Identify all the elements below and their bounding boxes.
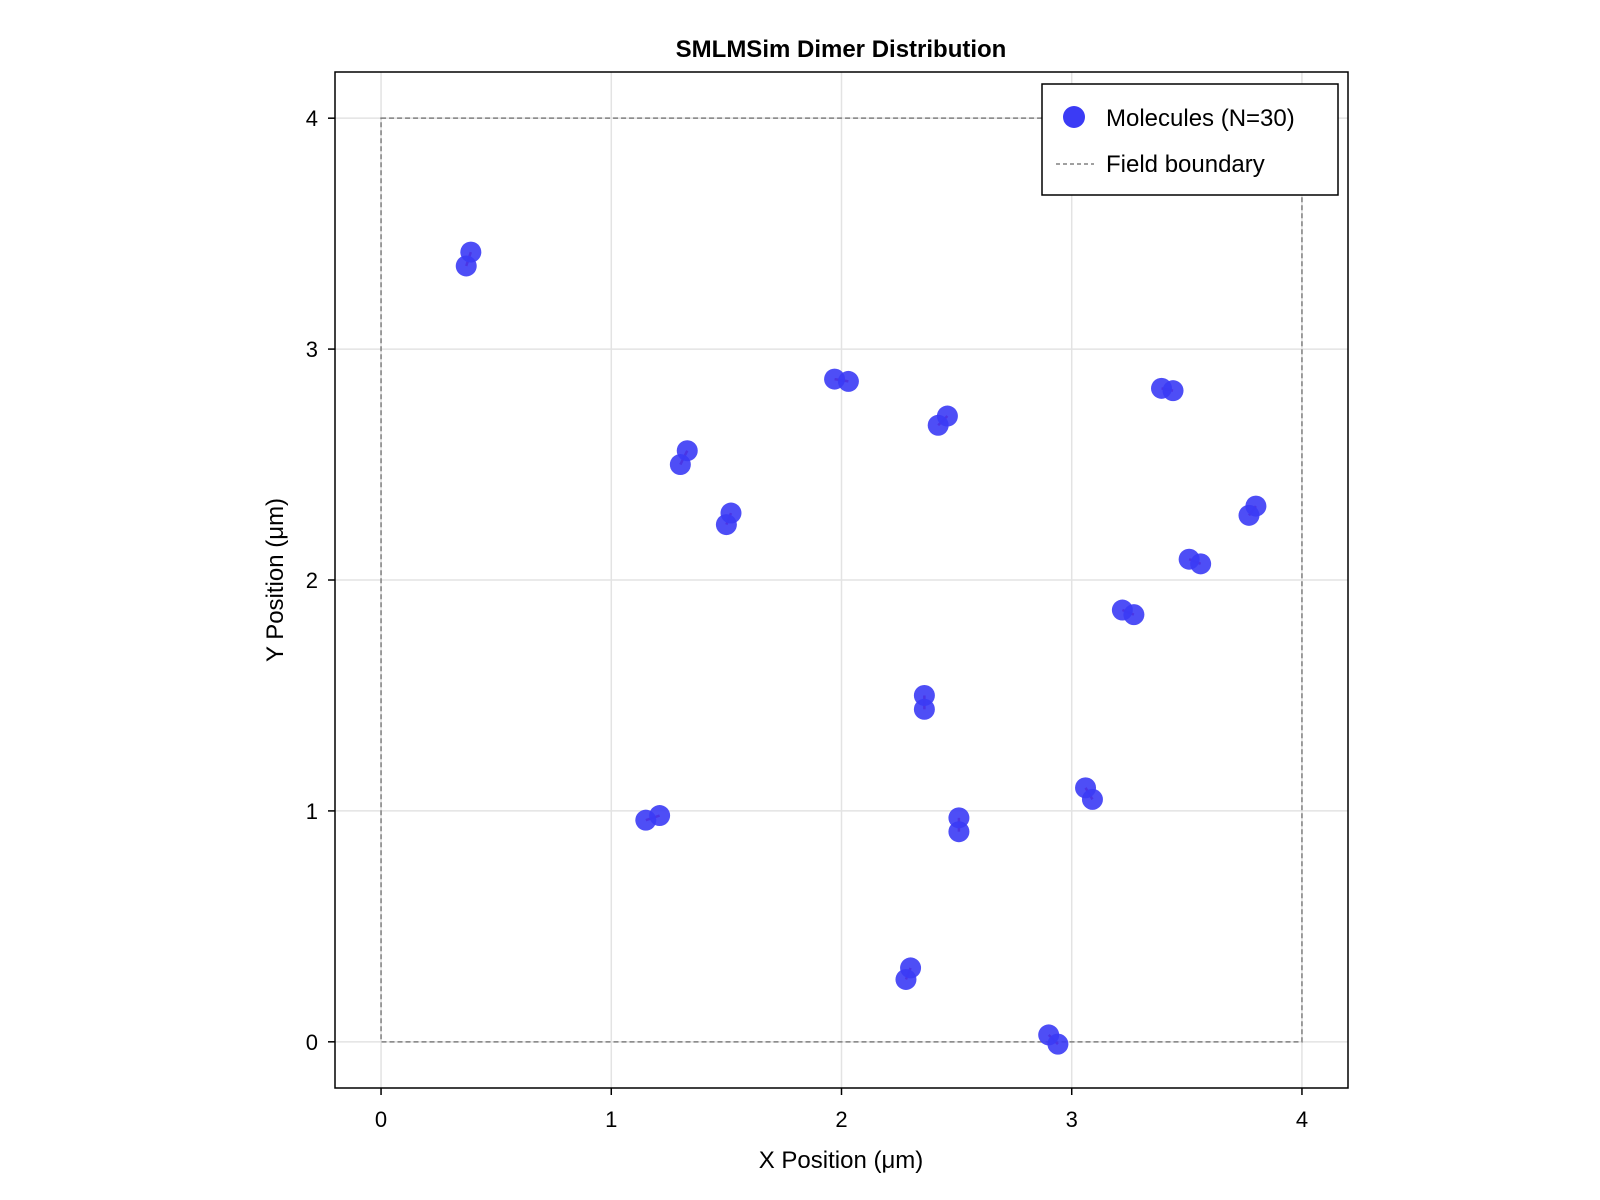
molecule-point (1047, 1033, 1069, 1055)
x-tick-label: 2 (835, 1107, 847, 1132)
molecule-point (948, 821, 970, 843)
dimer-links (465, 251, 1257, 1046)
x-axis-title: X Position (μm) (759, 1147, 924, 1174)
x-tick-label: 4 (1296, 1107, 1308, 1132)
legend-box (1041, 83, 1339, 196)
molecule-point (720, 502, 742, 524)
chart-title: SMLMSim Dimer Distribution (676, 36, 1007, 63)
molecule-point (460, 241, 482, 263)
x-axis-ticks: 0 1 2 3 4 (375, 1088, 1308, 1132)
legend-label-molecules: Molecules (N=30) (1106, 105, 1295, 132)
x-tick-label: 1 (605, 1107, 617, 1132)
legend-marker-molecules (1063, 106, 1085, 128)
molecule-point (900, 957, 922, 979)
molecule-point (936, 405, 958, 427)
field-boundary (380, 117, 1303, 1043)
molecule-point (676, 440, 698, 462)
legend-label-boundary: Field boundary (1106, 151, 1265, 178)
grid (335, 72, 1348, 1088)
legend: Molecules (N=30) Field boundary (1041, 83, 1339, 196)
y-tick-label: 1 (306, 799, 318, 824)
y-tick-label: 4 (306, 106, 318, 131)
molecule-point (913, 698, 935, 720)
molecule-point (1081, 788, 1103, 810)
molecule-point (1162, 380, 1184, 402)
y-axis-ticks: 0 1 2 3 4 (306, 106, 335, 1055)
molecule-point (1123, 604, 1145, 626)
y-tick-label: 0 (306, 1030, 318, 1055)
data-points (455, 241, 1267, 1055)
y-tick-label: 2 (306, 568, 318, 593)
molecule-point (837, 370, 859, 392)
field-boundary-rect (380, 117, 1303, 1043)
y-axis-title: Y Position (μm) (262, 498, 289, 662)
molecule-point (1190, 553, 1212, 575)
molecule-point (649, 805, 671, 827)
x-tick-label: 3 (1066, 1107, 1078, 1132)
molecule-point (1245, 495, 1267, 517)
y-tick-label: 3 (306, 337, 318, 362)
x-tick-label: 0 (375, 1107, 387, 1132)
